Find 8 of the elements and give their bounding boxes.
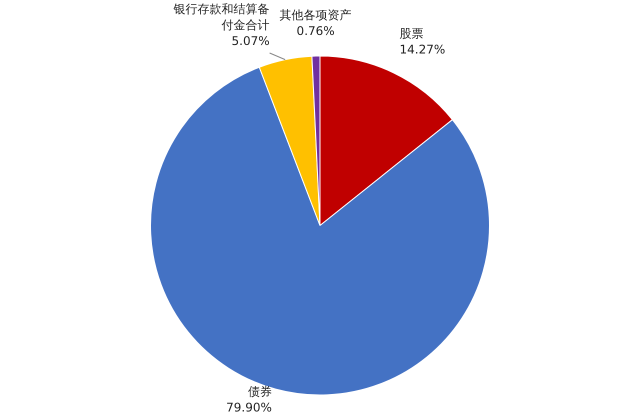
slice-label: 债券 bbox=[248, 384, 272, 399]
data-label: 79.90% bbox=[226, 400, 272, 413]
data-label: 5.07% bbox=[231, 34, 270, 48]
data-label: 14.27% bbox=[400, 42, 446, 56]
data-label: 0.76% bbox=[296, 24, 335, 38]
slice-label: 其他各项资产 bbox=[280, 8, 352, 22]
slice-label: 银行存款和结算备付金合计 bbox=[172, 2, 270, 32]
slice-label: 股票 bbox=[400, 26, 424, 40]
